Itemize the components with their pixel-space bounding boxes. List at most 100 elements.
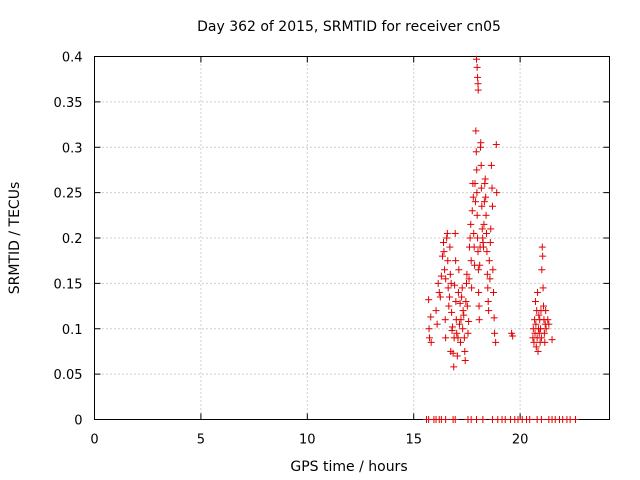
data-point <box>468 284 476 292</box>
y-tick-label: 0.3 <box>62 141 83 156</box>
data-point <box>462 279 470 287</box>
data-point <box>468 207 476 215</box>
data-point <box>432 307 440 315</box>
data-point <box>460 311 468 319</box>
data-point <box>445 293 453 301</box>
data-point <box>467 220 475 228</box>
data-point <box>443 229 451 237</box>
data-point <box>538 266 546 274</box>
data-point <box>442 416 450 423</box>
data-point <box>475 302 483 310</box>
data-point <box>440 239 448 247</box>
data-point <box>472 148 480 156</box>
data-point <box>530 338 538 346</box>
data-point <box>440 248 448 256</box>
y-tick-label: 0.05 <box>54 368 83 383</box>
data-point <box>473 63 481 71</box>
data-point <box>492 338 500 346</box>
data-point <box>482 211 490 219</box>
data-point <box>463 270 471 278</box>
x-tick-label: 5 <box>197 433 205 448</box>
data-point <box>539 252 547 260</box>
data-point <box>487 161 495 169</box>
data-point <box>537 416 545 423</box>
data-point <box>474 73 482 81</box>
data-point <box>450 363 458 371</box>
data-point <box>571 416 579 423</box>
data-point <box>545 320 553 328</box>
data-point <box>490 314 498 322</box>
data-point <box>451 416 459 423</box>
data-point <box>437 272 445 280</box>
data-point <box>460 334 468 342</box>
data-point <box>441 316 449 324</box>
data-point <box>462 298 470 306</box>
axis-ticks <box>94 56 610 420</box>
data-point <box>441 266 449 274</box>
data-point <box>537 334 545 342</box>
data-point <box>459 307 467 315</box>
data-point <box>457 338 465 346</box>
data-point <box>467 257 475 265</box>
data-point <box>490 288 498 296</box>
data-point <box>542 307 550 315</box>
data-point <box>451 281 459 289</box>
data-point <box>442 275 450 283</box>
data-point <box>466 234 474 242</box>
data-point <box>472 55 480 63</box>
data-points <box>422 55 579 423</box>
y-tick-label: 0 <box>74 414 82 429</box>
data-point <box>445 302 453 310</box>
x-tick-label: 15 <box>405 433 422 448</box>
data-point <box>465 317 473 325</box>
data-point <box>477 139 485 147</box>
y-tick-label: 0.2 <box>62 232 83 247</box>
data-point <box>447 279 455 287</box>
data-point <box>477 184 485 192</box>
data-point <box>532 320 540 328</box>
x-axis-label: GPS time / hours <box>290 459 407 475</box>
data-point <box>438 252 446 260</box>
data-point <box>476 261 484 269</box>
data-point <box>540 329 548 337</box>
data-point <box>425 296 433 304</box>
data-point <box>427 338 435 346</box>
plot-frame <box>94 56 610 420</box>
data-point <box>451 229 459 237</box>
data-point <box>433 320 441 328</box>
data-point <box>477 161 485 169</box>
data-point <box>479 416 487 423</box>
data-point <box>454 334 462 342</box>
data-point <box>456 299 464 307</box>
data-point <box>489 266 497 274</box>
y-axis-label: SRMTID / TECUs <box>7 182 23 295</box>
data-point <box>548 336 556 344</box>
data-point <box>472 127 480 135</box>
data-point <box>535 311 543 319</box>
data-point <box>482 229 490 237</box>
data-point <box>464 329 472 337</box>
data-point <box>446 270 454 278</box>
data-point <box>483 270 491 278</box>
data-point <box>471 198 479 206</box>
data-point <box>526 416 534 423</box>
data-point <box>484 298 492 306</box>
data-point <box>463 302 471 310</box>
data-point <box>448 323 456 331</box>
y-tick-label: 0.25 <box>54 187 83 202</box>
data-point <box>540 302 548 310</box>
data-point <box>478 225 486 233</box>
tick-labels: 0 0.05 0.1 0.15 0.2 0.25 0.3 0.35 0.4 0 5 10 15 20 <box>54 51 529 448</box>
data-point <box>444 284 452 292</box>
data-point <box>534 288 542 296</box>
data-point <box>454 288 462 296</box>
data-point <box>544 316 552 324</box>
data-point <box>473 189 481 197</box>
data-point <box>425 325 433 333</box>
data-point <box>427 313 435 321</box>
data-point <box>473 166 481 174</box>
data-point <box>539 284 547 292</box>
y-tick-label: 0.4 <box>62 51 83 66</box>
data-point <box>488 184 496 192</box>
